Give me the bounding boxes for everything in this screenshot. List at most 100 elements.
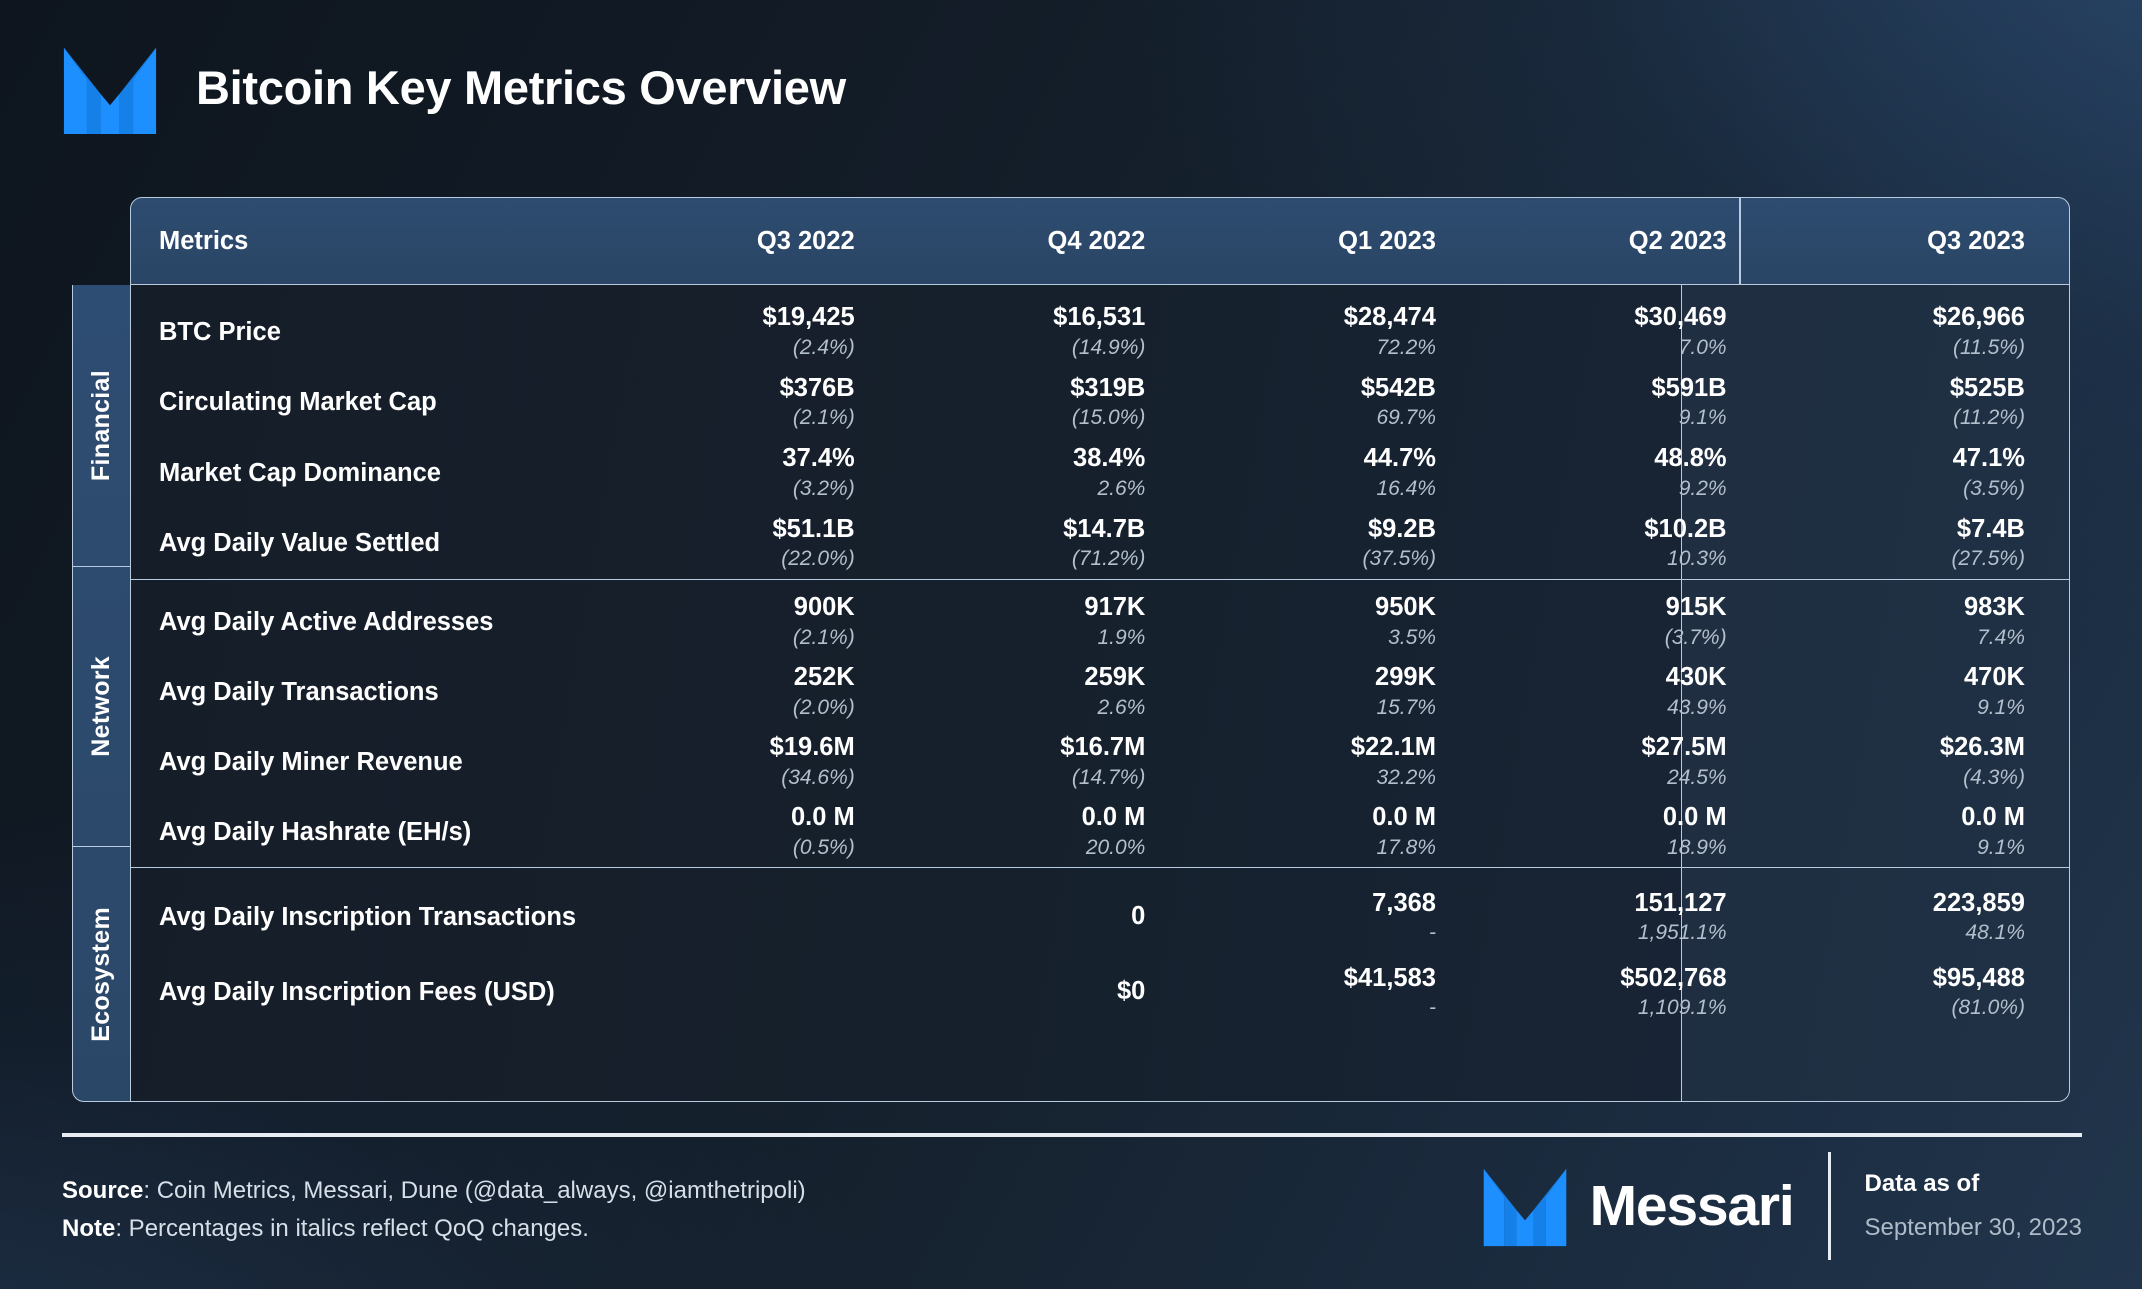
metric-cell: $502,768 1,109.1% — [1458, 964, 1749, 1022]
table-row[interactable]: Avg Daily Inscription Fees (USD) $0 $41,… — [131, 955, 2069, 1030]
metric-value: 900K — [793, 593, 855, 622]
metric-change: (2.1%) — [792, 406, 855, 430]
metrics-table: Metrics Q3 2022 Q4 2022 Q1 2023 Q2 2023 … — [72, 197, 2070, 1102]
table-row[interactable]: Avg Daily Transactions 252K (2.0%) 259K … — [131, 657, 2069, 727]
metric-change: 9.2% — [1678, 476, 1727, 500]
metric-cell: 0.0 M 17.8% — [1167, 803, 1458, 861]
metric-value: $7.4B — [1956, 514, 2025, 543]
metric-change: (11.5%) — [1952, 335, 2025, 359]
metric-value: 0.0 M — [1961, 803, 2025, 832]
metric-cell: $26,966 (11.5%) — [1749, 303, 2069, 361]
metric-cell: 950K 3.5% — [1167, 593, 1458, 651]
data-as-of-date: September 30, 2023 — [1864, 1214, 2083, 1241]
highlight-column-divider — [1739, 198, 1741, 284]
metric-change: 43.9% — [1667, 695, 1727, 719]
metric-value: $30,469 — [1634, 303, 1727, 332]
metric-change: 2.6% — [1097, 695, 1146, 719]
section-label-rail: Financial Network Ecosystem — [72, 285, 130, 1102]
metric-change: 9.1% — [1977, 695, 2025, 719]
metric-change: (37.5%) — [1362, 547, 1436, 571]
metric-cell: $51.1B (22.0%) — [586, 515, 877, 573]
metric-cell: 0.0 M 18.9% — [1458, 803, 1749, 861]
metric-change: (81.0%) — [1951, 996, 2025, 1020]
metric-value: $542B — [1360, 373, 1436, 402]
metric-label: Circulating Market Cap — [159, 388, 437, 417]
metric-value: 38.4% — [1073, 444, 1146, 473]
metric-change: (71.2%) — [1071, 547, 1146, 571]
metric-label: Avg Daily Value Settled — [159, 529, 441, 558]
metric-cell: $525B (11.2%) — [1749, 374, 2069, 432]
metric-value: $0 — [1116, 977, 1146, 1006]
metric-value: 915K — [1665, 593, 1727, 622]
section-ecosystem: Avg Daily Inscription Transactions 0 7,3… — [131, 867, 2069, 1030]
metric-value: $591B — [1651, 373, 1727, 402]
metric-cell: $19,425 (2.4%) — [586, 303, 877, 361]
metric-value: 470K — [1964, 663, 2025, 692]
footer-divider — [62, 1133, 2082, 1137]
footer-source-line: Source: Coin Metrics, Messari, Dune (@da… — [62, 1172, 806, 1210]
metric-value: 48.8% — [1654, 444, 1727, 473]
metric-value: $27.5M — [1641, 733, 1727, 762]
metric-change: (2.1%) — [792, 625, 855, 649]
metric-value: 299K — [1375, 663, 1436, 692]
metric-cell: $95,488 (81.0%) — [1749, 964, 2069, 1022]
metric-change: 2.6% — [1097, 476, 1146, 500]
table-row[interactable]: Avg Daily Value Settled $51.1B (22.0%) $… — [131, 509, 2069, 580]
metric-change: (3.7%) — [1664, 625, 1727, 649]
metric-change: 18.9% — [1667, 835, 1727, 859]
table-row[interactable]: Avg Daily Miner Revenue $19.6M (34.6%) $… — [131, 727, 2069, 797]
metric-cell: 0.0 M 9.1% — [1749, 803, 2069, 861]
metric-value: $16,531 — [1053, 303, 1146, 332]
metric-cell: 915K (3.7%) — [1458, 593, 1749, 651]
table-row[interactable]: Market Cap Dominance 37.4% (3.2%) 38.4% … — [131, 438, 2069, 509]
metric-value: 0.0 M — [790, 803, 855, 832]
messari-lockup: Messari — [1482, 1160, 1795, 1253]
metric-change: 32.2% — [1376, 765, 1436, 789]
table-row[interactable]: Avg Daily Hashrate (EH/s) 0.0 M (0.5%) 0… — [131, 797, 2069, 867]
metric-value: $376B — [779, 373, 855, 402]
metric-value: 983K — [1964, 593, 2025, 622]
metric-cell: 0.0 M 20.0% — [877, 803, 1168, 861]
metric-change: (27.5%) — [1951, 547, 2025, 571]
metric-value: $51.1B — [772, 514, 855, 543]
section-label-ecosystem: Ecosystem — [73, 847, 130, 1101]
footer-brand: Messari Data as of September 30, 2023 — [1482, 1152, 2082, 1260]
metric-value: 0 — [1131, 902, 1146, 931]
metric-value: $22.1M — [1350, 733, 1436, 762]
metric-change: 24.5% — [1667, 765, 1727, 789]
metric-cell: $19.6M (34.6%) — [586, 733, 877, 791]
metric-change: 16.4% — [1376, 476, 1436, 500]
metric-value: 259K — [1084, 663, 1146, 692]
column-header-metrics: Metrics — [159, 226, 249, 255]
metric-change: 1,109.1% — [1637, 996, 1727, 1020]
metric-value: $16.7M — [1060, 733, 1146, 762]
metric-value: 950K — [1375, 593, 1436, 622]
metric-cell: $28,474 72.2% — [1167, 303, 1458, 361]
metric-value: $14.7B — [1063, 514, 1146, 543]
table-row[interactable]: Avg Daily Active Addresses 900K (2.1%) 9… — [131, 587, 2069, 657]
metric-cell: 223,859 48.1% — [1749, 889, 2069, 947]
metric-cell: 259K 2.6% — [877, 663, 1168, 721]
metric-value: $95,488 — [1932, 963, 2025, 992]
metric-cell: 917K 1.9% — [877, 593, 1168, 651]
page-header: Bitcoin Key Metrics Overview — [62, 38, 846, 136]
table-row[interactable]: BTC Price $19,425 (2.4%) $16,531 (14.9%)… — [131, 297, 2069, 368]
metric-cell: $14.7B (71.2%) — [877, 515, 1168, 573]
metric-change: (3.2%) — [792, 476, 855, 500]
metric-change: (14.7%) — [1071, 765, 1146, 789]
metric-cell: 7,368 - — [1167, 889, 1458, 947]
table-body: BTC Price $19,425 (2.4%) $16,531 (14.9%)… — [130, 285, 2070, 1102]
metric-value: 44.7% — [1363, 444, 1436, 473]
table-header-row: Metrics Q3 2022 Q4 2022 Q1 2023 Q2 2023 … — [130, 197, 2070, 285]
metric-cell: $591B 9.1% — [1458, 374, 1749, 432]
section-label-network: Network — [73, 567, 130, 847]
table-row[interactable]: Avg Daily Inscription Transactions 0 7,3… — [131, 880, 2069, 955]
section-label-financial: Financial — [73, 285, 130, 567]
metric-value: $525B — [1949, 373, 2025, 402]
footer-note-label: Note — [62, 1214, 116, 1242]
table-row[interactable]: Circulating Market Cap $376B (2.1%) $319… — [131, 368, 2069, 439]
metric-change: (22.0%) — [781, 547, 855, 571]
section-label-network-text: Network — [87, 656, 115, 757]
metric-cell: $26.3M (4.3%) — [1749, 733, 2069, 791]
metric-change: 17.8% — [1376, 835, 1436, 859]
